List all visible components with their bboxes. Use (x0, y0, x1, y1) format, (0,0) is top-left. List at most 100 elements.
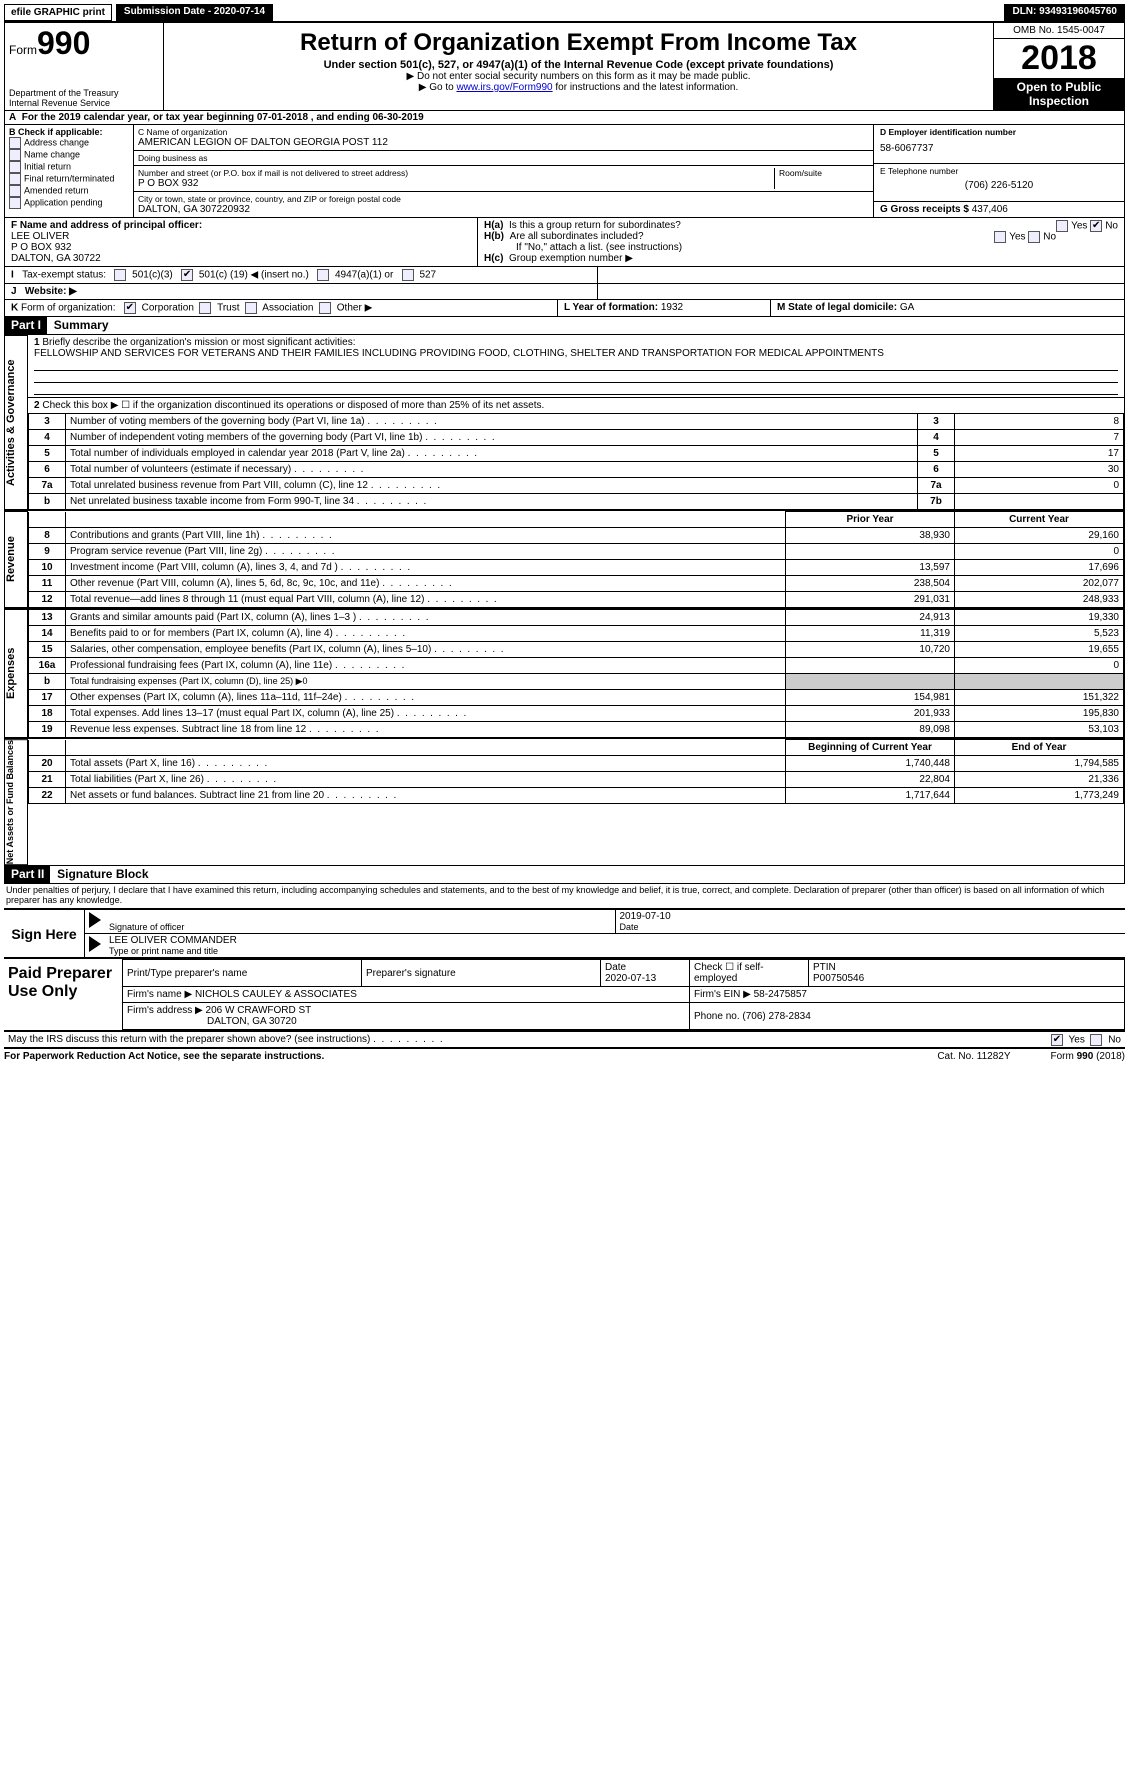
hb-subordinates: H(b) Are all subordinates included? Yes … (484, 231, 1118, 242)
chk-other[interactable] (319, 302, 331, 314)
part2-header: Part II (5, 865, 50, 883)
officer-printed-name: LEE OLIVER COMMANDER (109, 935, 1121, 946)
hb-note: If "No," attach a list. (see instruction… (484, 242, 1118, 253)
sign-arrow-icon-2 (89, 936, 101, 952)
chk-final-return[interactable]: Final return/terminated (9, 173, 129, 185)
g-gross-label: G Gross receipts $ (880, 204, 972, 215)
governance-table: 3Number of voting members of the governi… (28, 413, 1124, 510)
officer-name: LEE OLIVER (11, 231, 471, 242)
form-title: Return of Organization Exempt From Incom… (174, 29, 983, 57)
section-label-netassets: Net Assets or Fund Balances (5, 739, 28, 865)
paid-preparer-label: Paid Preparer Use Only (4, 959, 122, 1030)
table-row: 8Contributions and grants (Part VIII, li… (29, 528, 1124, 544)
chk-initial-return[interactable]: Initial return (9, 161, 129, 173)
chk-name-change[interactable]: Name change (9, 149, 129, 161)
form-note2: ▶ Go to www.irs.gov/Form990 for instruct… (174, 82, 983, 93)
table-row: 9Program service revenue (Part VIII, lin… (29, 544, 1124, 560)
hc-group-exemption: H(c) Group exemption number ▶ (484, 253, 1118, 264)
officer-addr2: DALTON, GA 30722 (11, 253, 471, 264)
city-label: City or town, state or province, country… (138, 194, 869, 204)
telephone: (706) 226-5120 (880, 176, 1118, 191)
section-label-governance: Activities & Governance (5, 335, 28, 510)
discuss-row: May the IRS discuss this return with the… (4, 1032, 1125, 1049)
e-phone-label: E Telephone number (880, 166, 1118, 176)
part1-header: Part I (5, 316, 47, 334)
chk-amended-return[interactable]: Amended return (9, 185, 129, 197)
officer-name-label: Type or print name and title (109, 946, 1121, 956)
expenses-table: 13Grants and similar amounts paid (Part … (28, 609, 1124, 738)
table-row: 20Total assets (Part X, line 16)1,740,44… (29, 756, 1124, 772)
form-number: Form990 (9, 25, 159, 62)
tax-year: 2018 (994, 39, 1124, 78)
top-bar: efile GRAPHIC print Submission Date - 20… (4, 4, 1125, 21)
chk-address-change[interactable]: Address change (9, 137, 129, 149)
chk-501c[interactable] (181, 269, 193, 281)
table-row: 13Grants and similar amounts paid (Part … (29, 610, 1124, 626)
form-note1: ▶ Do not enter social security numbers o… (174, 71, 983, 82)
date-label: Date (620, 922, 1122, 932)
section-label-revenue: Revenue (5, 511, 28, 608)
paid-preparer-table: Print/Type preparer's name Preparer's si… (122, 959, 1125, 1030)
officer-addr1: P O BOX 932 (11, 242, 471, 253)
line1-label: Briefly describe the organization's miss… (42, 337, 355, 348)
org-name: AMERICAN LEGION OF DALTON GEORGIA POST 1… (138, 137, 869, 148)
table-row: 6Total number of volunteers (estimate if… (29, 462, 1124, 478)
table-row: 7aTotal unrelated business revenue from … (29, 478, 1124, 494)
chk-corporation[interactable] (124, 302, 136, 314)
addr-label: Number and street (or P.O. box if mail i… (138, 168, 774, 178)
discuss-yes[interactable] (1051, 1034, 1063, 1046)
table-row: 11Other revenue (Part VIII, column (A), … (29, 576, 1124, 592)
netassets-table: Beginning of Current Year End of Year 20… (28, 739, 1124, 804)
table-row: 21Total liabilities (Part X, line 26)22,… (29, 772, 1124, 788)
table-row: 16aProfessional fundraising fees (Part I… (29, 658, 1124, 674)
irs-label: Internal Revenue Service (9, 98, 159, 108)
sig-date: 2019-07-10 (620, 911, 1122, 922)
city-state-zip: DALTON, GA 307220932 (138, 204, 869, 215)
chk-4947[interactable] (317, 269, 329, 281)
efile-print-button[interactable]: efile GRAPHIC print (4, 4, 112, 21)
year-formation: 1932 (661, 302, 683, 313)
page-footer: For Paperwork Reduction Act Notice, see … (4, 1049, 1125, 1064)
sign-here-label: Sign Here (4, 910, 85, 957)
chk-527[interactable] (402, 269, 414, 281)
form-header: Form990 Department of the Treasury Inter… (4, 21, 1125, 111)
revenue-table: Prior Year Current Year 8Contributions a… (28, 511, 1124, 608)
table-row: 17Other expenses (Part IX, column (A), l… (29, 690, 1124, 706)
form-subtitle: Under section 501(c), 527, or 4947(a)(1)… (174, 59, 983, 71)
chk-association[interactable] (245, 302, 257, 314)
instructions-link[interactable]: www.irs.gov/Form990 (456, 82, 552, 93)
mission-text: FELLOWSHIP AND SERVICES FOR VETERANS AND… (34, 348, 884, 359)
i-label: Tax-exempt status: (22, 270, 106, 281)
table-row: 5Total number of individuals employed in… (29, 446, 1124, 462)
section-b-checkboxes: B Check if applicable: Address change Na… (5, 125, 134, 217)
table-row: bTotal fundraising expenses (Part IX, co… (29, 674, 1124, 690)
table-row: 4Number of independent voting members of… (29, 430, 1124, 446)
dba-label: Doing business as (138, 153, 869, 163)
ha-group-return: H(a) Is this a group return for subordin… (484, 220, 1118, 231)
chk-application-pending[interactable]: Application pending (9, 197, 129, 209)
ein-value: 58-6067737 (880, 137, 1118, 154)
k-label: Form of organization: (21, 303, 116, 314)
chk-501c3[interactable] (114, 269, 126, 281)
chk-trust[interactable] (199, 302, 211, 314)
section-label-expenses: Expenses (5, 609, 28, 738)
gross-receipts: 437,406 (972, 204, 1008, 215)
line2-text: Check this box ▶ ☐ if the organization d… (42, 400, 544, 411)
state-domicile: GA (900, 302, 914, 313)
table-row: 19Revenue less expenses. Subtract line 1… (29, 722, 1124, 738)
part1-title: Summary (54, 318, 109, 332)
l-year-label: L Year of formation: (564, 302, 661, 313)
part2-title: Signature Block (57, 867, 148, 881)
d-ein-label: D Employer identification number (880, 127, 1118, 137)
f-officer-label: F Name and address of principal officer: (11, 220, 471, 231)
table-row: 18Total expenses. Add lines 13–17 (must … (29, 706, 1124, 722)
table-row: 15Salaries, other compensation, employee… (29, 642, 1124, 658)
row-a-tax-year: A For the 2019 calendar year, or tax yea… (4, 111, 1125, 125)
table-row: bNet unrelated business taxable income f… (29, 494, 1124, 510)
discuss-no[interactable] (1090, 1034, 1102, 1046)
j-website-label: Website: ▶ (25, 286, 77, 297)
table-row: 10Investment income (Part VIII, column (… (29, 560, 1124, 576)
open-to-public-badge: Open to Public Inspection (994, 78, 1124, 110)
sign-arrow-icon (89, 912, 101, 928)
street-address: P O BOX 932 (138, 178, 774, 189)
